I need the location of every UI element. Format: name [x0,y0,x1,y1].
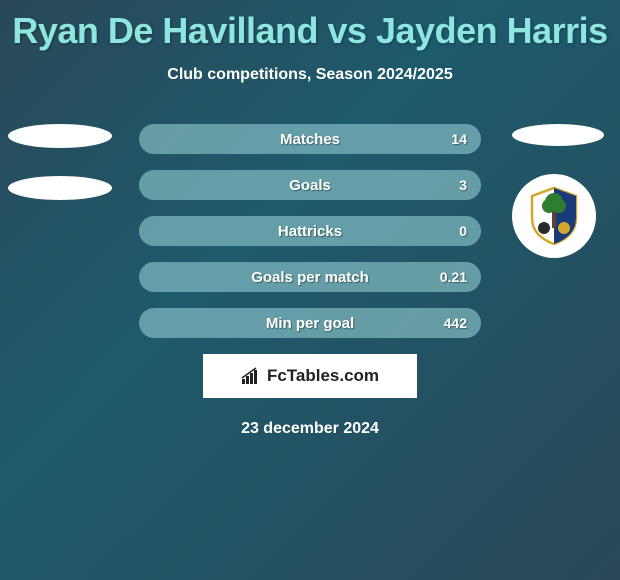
left-player-badges [8,124,112,228]
stat-value-right: 0.21 [440,269,467,285]
stat-label: Matches [280,131,340,148]
bar-chart-icon [241,367,261,385]
stat-label: Goals [289,177,331,194]
stat-value-right: 442 [444,315,467,331]
date-label: 23 december 2024 [0,420,620,438]
stat-value-right: 3 [459,177,467,193]
page-subtitle: Club competitions, Season 2024/2025 [0,66,620,84]
right-badge-1 [512,124,604,146]
page-title: Ryan De Havilland vs Jayden Harris [0,0,620,52]
stat-label: Hattricks [278,223,342,240]
branding-text: FcTables.com [267,366,379,386]
stats-area: Matches 14 Goals 3 Hattricks 0 Goals per… [0,124,620,438]
stat-label: Min per goal [266,315,354,332]
stat-row-hattricks: Hattricks 0 [139,216,481,246]
club-crest [512,174,596,258]
left-badge-1 [8,124,112,148]
branding-badge: FcTables.com [203,354,417,398]
stat-row-goals: Goals 3 [139,170,481,200]
left-badge-2 [8,176,112,200]
right-player-badges [512,124,604,258]
stat-row-min-per-goal: Min per goal 442 [139,308,481,338]
stat-value-right: 14 [451,131,467,147]
stat-label: Goals per match [251,269,369,286]
stat-row-matches: Matches 14 [139,124,481,154]
stat-value-right: 0 [459,223,467,239]
stat-row-goals-per-match: Goals per match 0.21 [139,262,481,292]
stat-bars: Matches 14 Goals 3 Hattricks 0 Goals per… [139,124,481,338]
crest-icon [522,184,586,248]
